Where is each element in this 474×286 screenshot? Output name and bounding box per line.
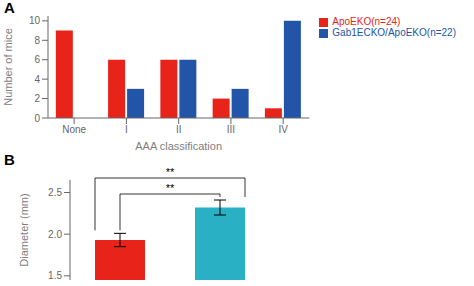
svg-text:2.0: 2.0 [48,229,62,240]
svg-text:None: None [62,124,86,135]
svg-text:I: I [125,124,128,135]
svg-text:Diameter (mm): Diameter (mm) [18,193,30,266]
svg-text:**: ** [166,182,175,194]
svg-text:2.5: 2.5 [48,187,62,198]
svg-text:8: 8 [34,35,40,46]
svg-text:10: 10 [29,15,41,26]
svg-text:0: 0 [34,113,40,124]
svg-text:II: II [176,124,182,135]
svg-text:Number of mice: Number of mice [8,28,14,106]
svg-text:6: 6 [34,54,40,65]
html-text:ApoEKO(n=24): ApoEKO(n=24) [332,16,401,27]
html-text:A: A [4,0,15,16]
html-text:Gab1ECKO/ApoEKO(n=22): Gab1ECKO/ApoEKO(n=22) [332,27,456,38]
svg-text:2: 2 [34,93,40,104]
svg-text:AAA classification: AAA classification [135,140,222,150]
svg-text:4: 4 [34,74,40,85]
svg-text:III: III [227,124,235,135]
svg-text:**: ** [166,166,175,178]
html-text:B: B [4,151,15,168]
svg-text:1.5: 1.5 [48,270,62,281]
svg-text:IV: IV [278,124,288,135]
